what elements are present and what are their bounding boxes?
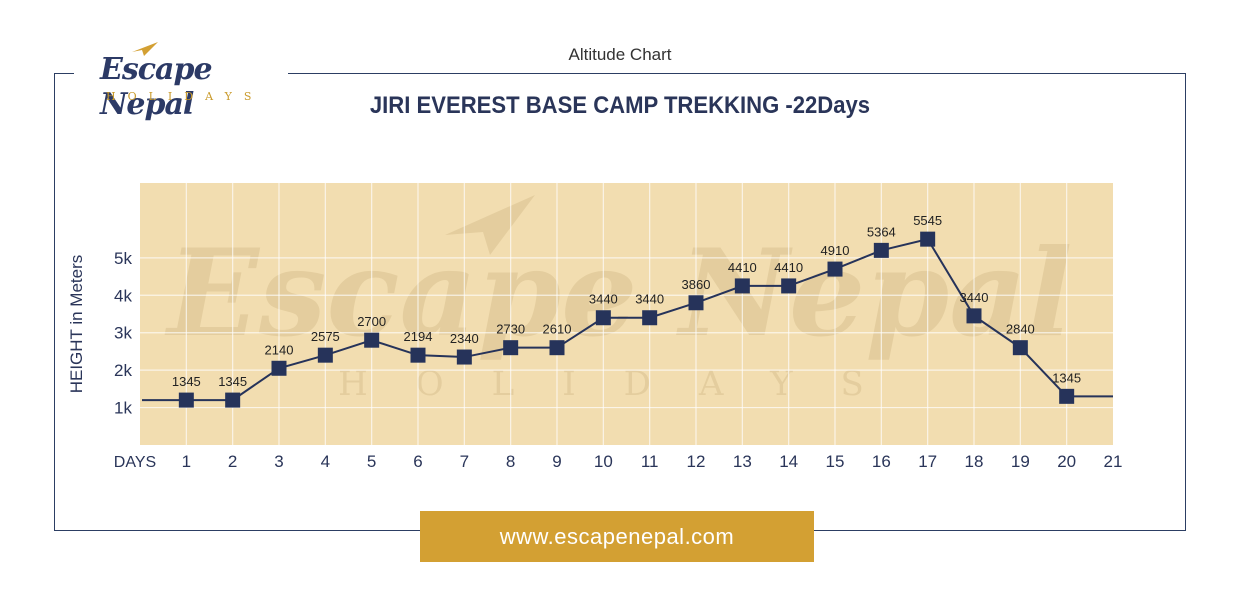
x-tick-label: 1 [182, 452, 191, 471]
data-point-marker [503, 340, 519, 356]
svg-text:Escape Nepal: Escape Nepal [164, 223, 1072, 364]
header-label: Altitude Chart [568, 45, 672, 64]
data-label: 2140 [265, 342, 294, 357]
series-line [142, 237, 1113, 402]
y-tick-label: 4k [114, 286, 132, 305]
x-tick-label: 4 [321, 452, 330, 471]
x-tick-label: 15 [826, 452, 845, 471]
x-tick-label: 3 [274, 452, 283, 471]
chart-title: JIRI EVEREST BASE CAMP TREKKING -22Days [369, 92, 871, 119]
grid-lines [140, 183, 1113, 445]
x-tick-label: 13 [733, 452, 752, 471]
x-tick-label: 9 [552, 452, 561, 471]
data-labels: 1345 1345 2140 2575 2700 2194 2340 2730 2610 3440… [172, 213, 1081, 389]
data-point-marker [595, 310, 611, 326]
y-tick-label: 3k [114, 324, 132, 343]
data-point-marker [827, 261, 843, 277]
data-label: 3860 [682, 277, 711, 292]
y-axis-label: HEIGHT in Meters [67, 255, 86, 394]
data-label: 3440 [960, 290, 989, 305]
x-tick-label: 21 [1104, 452, 1123, 471]
data-point-marker [364, 332, 380, 348]
x-tick-label: 20 [1057, 452, 1076, 471]
data-point-marker [688, 295, 704, 311]
data-point-marker [920, 231, 936, 247]
frame-logo-gap [74, 66, 288, 80]
data-label: 2700 [357, 314, 386, 329]
brand-logo: Escape Nepal HOLIDAYS [92, 40, 282, 122]
data-label: 1345 [1052, 370, 1081, 385]
x-tick-label: 10 [594, 452, 613, 471]
data-label: 2840 [1006, 322, 1035, 337]
logo-wordmark: Escape Nepal [100, 52, 213, 122]
data-point-marker [549, 340, 565, 356]
data-point-marker [1012, 340, 1028, 356]
x-tick-label: 8 [506, 452, 515, 471]
data-label: 4910 [821, 243, 850, 258]
series-altitude [142, 231, 1113, 408]
data-label: 5364 [867, 224, 896, 239]
data-point-marker [271, 360, 287, 376]
y-tick-label: 1k [114, 399, 132, 418]
data-point-marker [781, 278, 797, 294]
data-label: 2610 [543, 322, 572, 337]
logo-tagline: HOLIDAYS [106, 90, 264, 103]
x-tick-label: 2 [228, 452, 237, 471]
data-label: 2575 [311, 329, 340, 344]
data-label: 4410 [728, 260, 757, 275]
data-label: 1345 [172, 374, 201, 389]
data-label: 2340 [450, 331, 479, 346]
data-point-marker [178, 392, 194, 408]
data-point-marker [734, 278, 750, 294]
plot-area [140, 183, 1113, 445]
x-tick-label: 18 [965, 452, 984, 471]
x-tick-label: 6 [413, 452, 422, 471]
y-tick-label: 5k [114, 249, 132, 268]
data-label: 3440 [589, 292, 618, 307]
data-point-marker [966, 308, 982, 324]
x-tick-label: 12 [687, 452, 706, 471]
website-link[interactable]: www.escapenepal.com [420, 511, 814, 562]
paper-plane-icon [132, 42, 158, 56]
x-axis-ticks: 1 2 3 4 5 6 7 8 9 10 11 12 13 14 15 16 17 18 19 20 21 [182, 452, 1123, 471]
x-tick-label: 17 [918, 452, 937, 471]
data-point-marker [317, 347, 333, 363]
x-tick-label: 7 [460, 452, 469, 471]
data-label: 2730 [496, 322, 525, 337]
x-tick-label: 5 [367, 452, 376, 471]
x-tick-label: 16 [872, 452, 891, 471]
x-tick-label: 11 [641, 452, 659, 471]
data-label: 5545 [913, 213, 942, 228]
y-axis-ticks: 1k 2k 3k 4k 5k [114, 249, 132, 418]
x-axis-label: DAYS [114, 454, 156, 471]
data-point-marker [642, 310, 658, 326]
data-point-marker [1059, 388, 1075, 404]
data-point-marker [410, 347, 426, 363]
data-point-marker [456, 349, 472, 365]
data-label: 3440 [635, 292, 664, 307]
y-tick-label: 2k [114, 361, 132, 380]
data-label: 2194 [404, 329, 433, 344]
data-point-marker [225, 392, 241, 408]
x-tick-label: 14 [779, 452, 798, 471]
x-tick-label: 19 [1011, 452, 1030, 471]
data-label: 4410 [774, 260, 803, 275]
data-point-marker [873, 242, 889, 258]
data-label: 1345 [218, 374, 247, 389]
